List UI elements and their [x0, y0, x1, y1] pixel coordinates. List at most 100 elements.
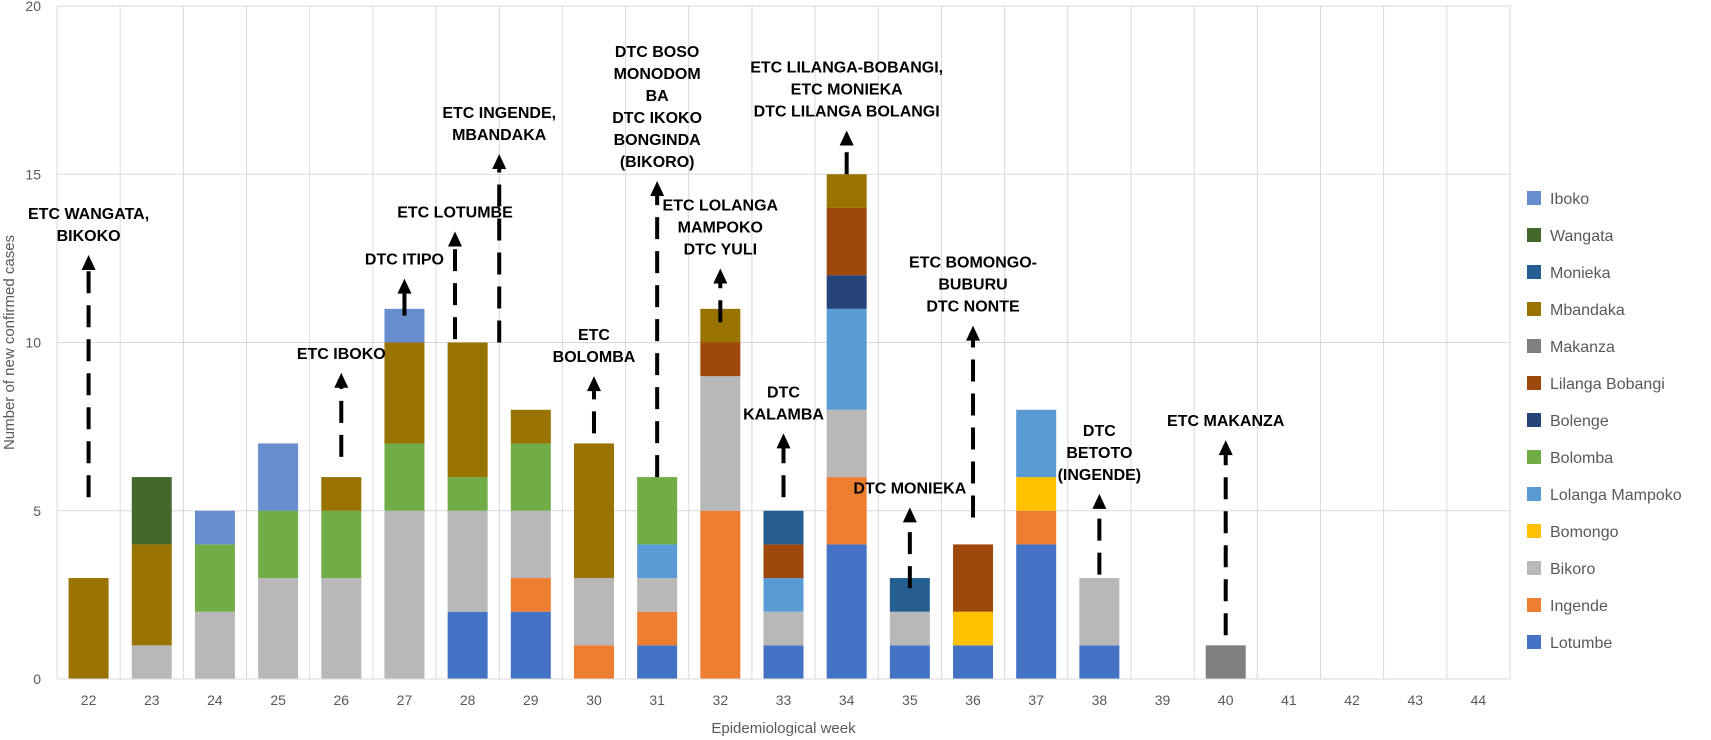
x-tick-label: 24: [207, 692, 223, 708]
annotation-arrowhead: [776, 433, 791, 449]
x-tick-label: 30: [586, 692, 602, 708]
annotation-label: ETC LILANGA-BOBANGI,: [750, 60, 943, 77]
legend-swatch: [1527, 265, 1541, 279]
bar-segment: [131, 477, 172, 545]
legend-swatch: [1527, 339, 1541, 353]
annotation-arrowhead: [1218, 440, 1233, 456]
annotation-arrowhead: [650, 180, 665, 196]
annotation-arrowhead: [586, 376, 601, 392]
bar-segment: [573, 443, 614, 579]
x-tick-label: 31: [649, 692, 665, 708]
bar-segment: [1079, 578, 1120, 646]
bar-segment: [637, 544, 678, 579]
x-tick-label: 39: [1155, 692, 1171, 708]
legend-label: Bikoro: [1550, 561, 1595, 578]
x-tick-label: 34: [839, 692, 855, 708]
bar-segment: [321, 510, 362, 579]
y-tick-label: 15: [25, 166, 41, 182]
x-tick-label: 44: [1471, 692, 1487, 708]
x-tick-label: 37: [1028, 692, 1044, 708]
bar-segment: [1016, 409, 1057, 478]
bar-segment: [700, 342, 741, 377]
bar-segment: [573, 645, 614, 679]
bar-segment: [384, 443, 425, 511]
bar-segment: [194, 544, 235, 612]
bar-segment: [826, 207, 867, 276]
annotation-label: ETC: [578, 327, 610, 344]
annotation-label: (BIKORO): [620, 154, 695, 171]
x-tick-label: 32: [713, 692, 729, 708]
x-tick-label: 29: [523, 692, 539, 708]
bar-segment: [889, 645, 930, 679]
legend-swatch: [1527, 561, 1541, 575]
legend-label: Mbandaka: [1550, 302, 1625, 319]
annotation-label: BUBURU: [938, 277, 1007, 294]
x-tick-label: 43: [1407, 692, 1423, 708]
legend-swatch: [1527, 191, 1541, 205]
x-axis-title: Epidemiological week: [711, 720, 856, 737]
bar-segment: [194, 611, 235, 679]
annotation-arrowhead: [447, 231, 462, 247]
annotations: ETC WANGATA, BIKOKO ETC IBOKO DTC ITIPO ETC …: [28, 44, 1285, 636]
annotation-label: ETC BOMONGO-: [909, 255, 1037, 272]
bar-segment: [258, 510, 299, 579]
legend-label: Lilanga Bobangi: [1550, 376, 1665, 393]
legend-label: Ingende: [1550, 598, 1608, 615]
legend-swatch: [1527, 450, 1541, 464]
annotation-label: ETC MAKANZA: [1167, 413, 1285, 430]
y-tick-label: 0: [33, 671, 41, 687]
bar-segment: [953, 544, 994, 612]
annotation-label: DTC BOSO: [615, 44, 699, 61]
legend-label: Wangata: [1550, 228, 1614, 245]
bar-segment: [68, 578, 109, 679]
bar-segment: [637, 477, 678, 545]
annotation-label: MBANDAKA: [452, 127, 547, 144]
legend-label: Bolomba: [1550, 450, 1613, 467]
annotation-arrowhead: [492, 154, 507, 170]
x-tick-label: 28: [460, 692, 476, 708]
bar-segment: [763, 645, 804, 679]
bar-segment: [826, 477, 867, 545]
bar-segment: [321, 477, 362, 511]
bar-segment: [194, 510, 235, 545]
bar-segment: [258, 443, 299, 511]
legend-swatch: [1527, 302, 1541, 316]
annotation-label: BOLOMBA: [553, 349, 636, 366]
annotation-arrowhead: [397, 278, 412, 294]
bar-segment: [889, 611, 930, 646]
legend-label: Monieka: [1550, 265, 1611, 282]
bar-segment: [131, 544, 172, 646]
x-tick-label: 42: [1344, 692, 1360, 708]
bar-segment: [258, 578, 299, 679]
x-tick-label: 23: [144, 692, 160, 708]
annotation-label: DTC NONTE: [926, 299, 1020, 316]
annotation-arrowhead: [966, 325, 981, 341]
x-tick-label: 40: [1218, 692, 1234, 708]
x-tick-label: 27: [397, 692, 413, 708]
bar-segment: [131, 645, 172, 679]
x-tick-label: 22: [81, 692, 97, 708]
bar-segment: [637, 645, 678, 679]
annotation-label: BA: [646, 88, 670, 105]
bar-segment: [384, 510, 425, 679]
annotation-label: DTC LILANGA BOLANGI: [754, 104, 940, 121]
bar-segment: [573, 578, 614, 646]
gridlines: [56, 5, 1511, 679]
legend-label: Iboko: [1550, 191, 1589, 208]
legend-label: Bomongo: [1550, 524, 1619, 541]
bar-segment: [700, 510, 741, 679]
legend-swatch: [1527, 487, 1541, 501]
legend-swatch: [1527, 524, 1541, 538]
bar-segment: [510, 578, 551, 612]
annotation-label: DTC YULI: [684, 241, 757, 258]
x-tick-label: 33: [776, 692, 792, 708]
bar-segment: [510, 409, 551, 444]
annotation-label: ETC LOLANGA: [663, 197, 779, 214]
axes: 0 5 10 15 20 22 23 24 25 26 27 28 29 30 31 32 33 34 35 36 37…: [25, 0, 1510, 708]
annotation-label: ETC IBOKO: [297, 346, 386, 363]
bar-segment: [763, 611, 804, 646]
annotation-arrowhead: [902, 507, 917, 523]
annotation-label: MAMPOKO: [678, 219, 763, 236]
y-axis-title: Number of new confirmed cases: [1, 235, 18, 450]
